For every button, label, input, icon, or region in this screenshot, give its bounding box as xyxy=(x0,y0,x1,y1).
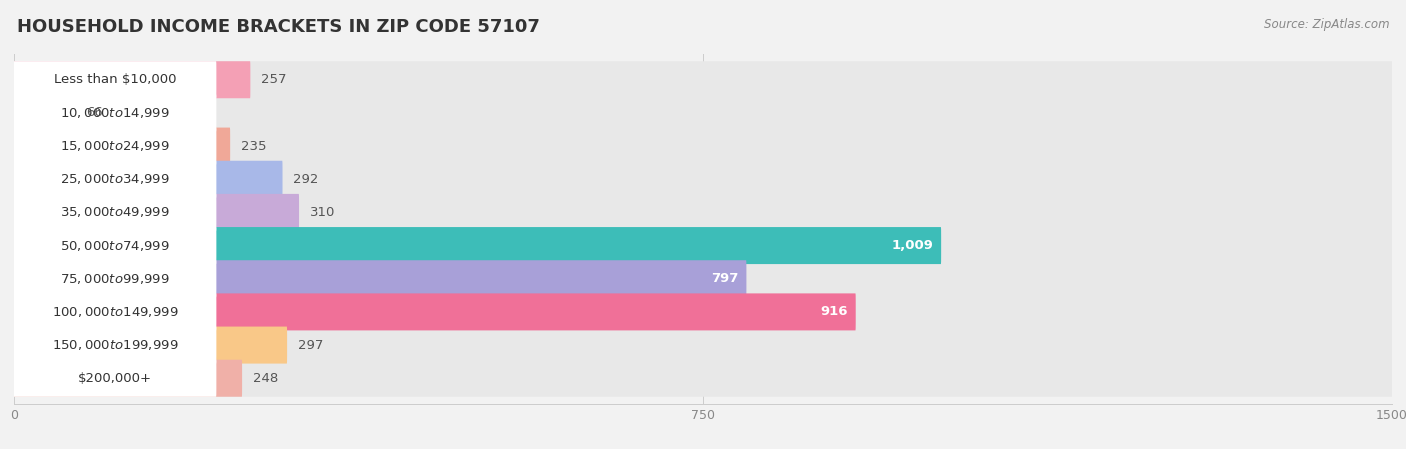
FancyBboxPatch shape xyxy=(14,128,231,165)
Text: HOUSEHOLD INCOME BRACKETS IN ZIP CODE 57107: HOUSEHOLD INCOME BRACKETS IN ZIP CODE 57… xyxy=(17,18,540,36)
FancyBboxPatch shape xyxy=(14,332,1392,358)
FancyBboxPatch shape xyxy=(14,266,1392,292)
FancyBboxPatch shape xyxy=(14,199,1392,225)
Text: 66: 66 xyxy=(86,106,103,119)
FancyBboxPatch shape xyxy=(14,133,1392,159)
FancyBboxPatch shape xyxy=(14,326,217,364)
FancyBboxPatch shape xyxy=(14,360,1392,397)
Text: 297: 297 xyxy=(298,339,323,352)
FancyBboxPatch shape xyxy=(14,227,1392,264)
FancyBboxPatch shape xyxy=(14,227,941,264)
Text: 292: 292 xyxy=(294,173,319,186)
FancyBboxPatch shape xyxy=(14,61,250,98)
Text: Less than $10,000: Less than $10,000 xyxy=(53,73,176,86)
FancyBboxPatch shape xyxy=(14,194,217,231)
FancyBboxPatch shape xyxy=(14,299,1392,325)
FancyBboxPatch shape xyxy=(14,293,856,330)
FancyBboxPatch shape xyxy=(14,161,1392,198)
Text: Source: ZipAtlas.com: Source: ZipAtlas.com xyxy=(1264,18,1389,31)
FancyBboxPatch shape xyxy=(14,233,1392,259)
FancyBboxPatch shape xyxy=(14,326,287,364)
FancyBboxPatch shape xyxy=(14,100,1392,126)
FancyBboxPatch shape xyxy=(14,94,217,132)
FancyBboxPatch shape xyxy=(14,293,217,330)
FancyBboxPatch shape xyxy=(14,161,283,198)
Text: 1,009: 1,009 xyxy=(891,239,934,252)
FancyBboxPatch shape xyxy=(14,94,75,132)
FancyBboxPatch shape xyxy=(14,326,1392,364)
Text: $150,000 to $199,999: $150,000 to $199,999 xyxy=(52,338,179,352)
Text: $15,000 to $24,999: $15,000 to $24,999 xyxy=(60,139,170,153)
FancyBboxPatch shape xyxy=(14,161,217,198)
FancyBboxPatch shape xyxy=(14,61,217,98)
FancyBboxPatch shape xyxy=(14,61,1392,98)
FancyBboxPatch shape xyxy=(14,94,1392,132)
Text: 257: 257 xyxy=(262,73,287,86)
FancyBboxPatch shape xyxy=(14,360,242,397)
FancyBboxPatch shape xyxy=(14,166,1392,192)
Text: $50,000 to $74,999: $50,000 to $74,999 xyxy=(60,238,170,253)
FancyBboxPatch shape xyxy=(14,67,1392,92)
Text: $10,000 to $14,999: $10,000 to $14,999 xyxy=(60,106,170,120)
Text: $35,000 to $49,999: $35,000 to $49,999 xyxy=(60,205,170,220)
Text: 916: 916 xyxy=(821,305,848,318)
Text: $25,000 to $34,999: $25,000 to $34,999 xyxy=(60,172,170,186)
Text: $75,000 to $99,999: $75,000 to $99,999 xyxy=(60,272,170,286)
FancyBboxPatch shape xyxy=(14,365,1392,391)
Text: 248: 248 xyxy=(253,372,278,385)
FancyBboxPatch shape xyxy=(14,128,1392,165)
FancyBboxPatch shape xyxy=(14,194,299,231)
Text: $200,000+: $200,000+ xyxy=(79,372,152,385)
Text: 310: 310 xyxy=(309,206,335,219)
FancyBboxPatch shape xyxy=(14,194,1392,231)
FancyBboxPatch shape xyxy=(14,360,217,397)
FancyBboxPatch shape xyxy=(14,293,1392,330)
Text: 797: 797 xyxy=(711,272,738,285)
FancyBboxPatch shape xyxy=(14,128,217,165)
Text: $100,000 to $149,999: $100,000 to $149,999 xyxy=(52,305,179,319)
Text: 235: 235 xyxy=(240,140,267,153)
FancyBboxPatch shape xyxy=(14,260,1392,297)
FancyBboxPatch shape xyxy=(14,227,217,264)
FancyBboxPatch shape xyxy=(14,260,217,297)
FancyBboxPatch shape xyxy=(14,260,747,297)
